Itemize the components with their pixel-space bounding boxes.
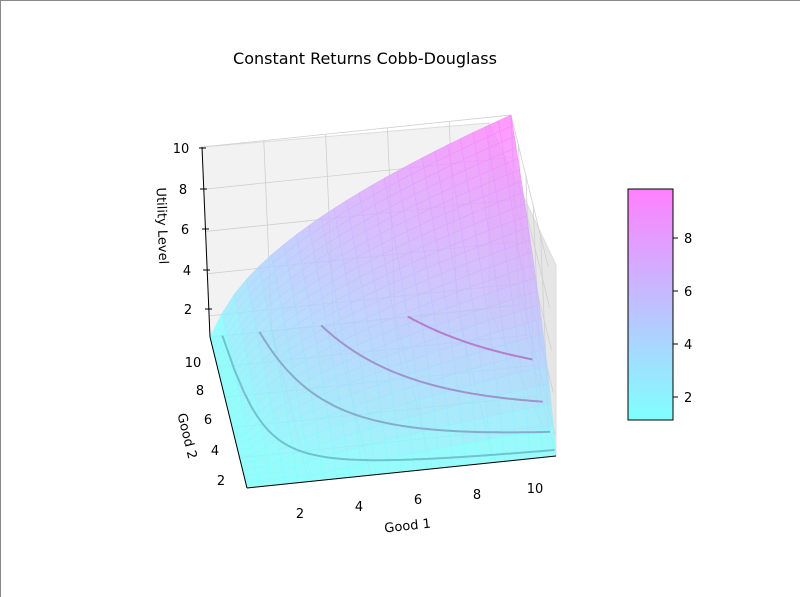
surface-patch	[399, 453, 415, 473]
surface-patch	[448, 422, 465, 447]
colorbar-tick-label: 6	[684, 285, 692, 300]
surface-patch	[407, 414, 424, 435]
y-tick-label: 8	[196, 384, 204, 399]
surface-patch	[489, 436, 505, 464]
surface-patch	[471, 398, 488, 421]
x-tick-label: 10	[527, 482, 544, 497]
surface-patch	[538, 403, 554, 431]
x-tick-label: 2	[296, 507, 304, 522]
z-tick-label: 10	[173, 142, 190, 157]
x-axis-line	[246, 455, 557, 489]
z-tick-label: 6	[181, 223, 189, 238]
x-tick-label: 4	[355, 500, 363, 515]
y-tick-label: 6	[204, 413, 212, 428]
grid-line-z-right-wall	[510, 114, 549, 267]
indifference-curve	[320, 324, 543, 403]
surface-patch	[521, 368, 537, 390]
indifference-curve	[258, 331, 551, 434]
colorbar-ticks: 2 4 6 8	[673, 232, 692, 406]
surface-patch	[358, 443, 375, 465]
z-ticks: 2 4 6 8 10	[173, 142, 212, 318]
surface-patch	[384, 437, 400, 460]
z-tick-label: 2	[184, 303, 192, 318]
z-axis-label: Utility Level	[153, 187, 171, 264]
surface-patch	[397, 433, 413, 457]
z-tick-label: 8	[179, 183, 187, 198]
colorbar-tick-label: 4	[684, 338, 692, 353]
x-tick-label: 6	[414, 493, 422, 508]
surface-patch	[373, 458, 389, 476]
x-ticks: 2 4 6 8 10	[296, 482, 543, 522]
surface-patch	[360, 461, 377, 477]
surface-patch	[531, 348, 548, 370]
surface-patch	[463, 441, 480, 466]
surface-patch	[450, 443, 467, 468]
y-ticks: 2 4 6 8 10	[185, 356, 225, 489]
surface-patch	[525, 405, 542, 433]
surface-patch	[433, 407, 450, 429]
indifference-curve	[221, 335, 555, 462]
surface-patch	[386, 455, 402, 474]
surface-patch	[409, 430, 426, 455]
surface-patch	[333, 450, 349, 471]
y-tick-label: 2	[217, 474, 225, 489]
surface-patch	[512, 408, 529, 435]
surface-patch	[435, 425, 452, 450]
surface-patch	[535, 383, 552, 407]
surface-patch	[497, 392, 514, 415]
colorbar-tick-label: 2	[684, 391, 692, 406]
x-tick-label: 8	[473, 488, 481, 503]
colorbar	[627, 188, 674, 421]
surface-patch	[473, 416, 490, 442]
surface-patch	[469, 381, 486, 402]
y-axis-label: Good 2	[173, 412, 199, 461]
utility-surface	[209, 114, 557, 489]
surface-patch	[533, 365, 550, 387]
surface-patch	[371, 440, 388, 463]
surface-patch	[486, 413, 503, 440]
y-tick-label: 4	[211, 444, 219, 459]
surface-patch	[501, 434, 518, 462]
y-tick-label: 10	[185, 356, 202, 371]
surface-patch	[422, 427, 439, 452]
surface-patch	[495, 374, 512, 396]
surface-patch	[508, 371, 524, 393]
colorbar-tick-label: 8	[684, 232, 692, 247]
surface-patch	[345, 446, 362, 468]
surface-patch	[446, 404, 462, 426]
indifference-curves	[221, 315, 555, 462]
surface-patch	[484, 395, 501, 418]
x-axis-label: Good 1	[384, 517, 432, 537]
z-tick-label: 4	[183, 264, 191, 279]
surface-patch	[476, 438, 492, 465]
surface-patch	[523, 386, 539, 410]
y-axis-line	[209, 336, 248, 489]
indifference-curve	[407, 315, 533, 361]
surface-patch	[459, 401, 475, 423]
chart-title: Constant Returns Cobb-Douglass	[233, 49, 497, 68]
grid-line-z-left-wall	[201, 114, 512, 148]
z-axis-line	[201, 146, 211, 338]
surface-patch	[412, 450, 428, 472]
